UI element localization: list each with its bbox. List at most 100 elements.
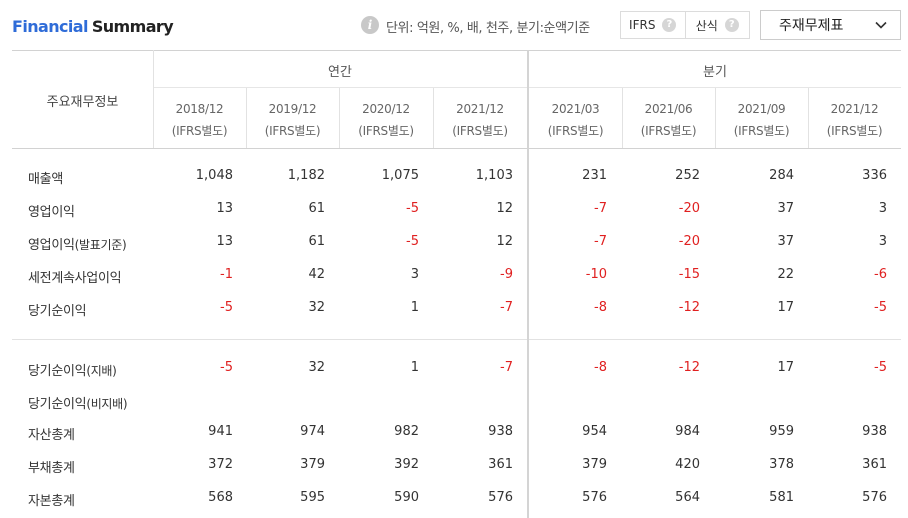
table-cell: -15	[678, 267, 700, 282]
row-label-main: 당기순이익	[28, 397, 87, 412]
period-header: 2021/09 (IFRS별도)	[715, 98, 808, 142]
table-cell: 568	[208, 490, 233, 505]
table-cell: -1	[220, 267, 233, 282]
table-cell: 336	[862, 168, 887, 183]
table-cell: 982	[394, 424, 419, 439]
table-cell: 17	[777, 360, 794, 375]
main-info-header: 주요재무정보	[46, 95, 119, 110]
table-cell: 420	[675, 457, 700, 472]
table-cell: 379	[300, 457, 325, 472]
table-cell: -5	[220, 360, 233, 375]
period-header: 2021/03 (IFRS별도)	[529, 98, 622, 142]
row-label: 자본총계	[28, 490, 75, 509]
period-basis: (IFRS별도)	[826, 124, 883, 138]
table-cell: 284	[769, 168, 794, 183]
statement-type-select[interactable]: 주재무제표	[760, 10, 901, 40]
annual-group-label: 연간	[328, 65, 352, 80]
table-cell: 576	[862, 490, 887, 505]
table-cell: 959	[769, 424, 794, 439]
quarter-group-label: 분기	[703, 65, 727, 80]
table-cell: 564	[675, 490, 700, 505]
table-top-border	[12, 50, 901, 51]
row-label-sub: (비지배)	[86, 397, 128, 411]
row-label-main: 당기순이익	[28, 304, 87, 319]
standard-toggle: IFRS ? 산식 ?	[620, 11, 750, 39]
table-cell: -8	[594, 300, 607, 315]
select-value: 주재무제표	[779, 18, 844, 34]
table-cell: 974	[300, 424, 325, 439]
period-date: 2021/03	[551, 102, 600, 116]
table-cell: 37	[777, 201, 794, 216]
period-column-divider	[808, 88, 809, 148]
table-cell: 42	[308, 267, 325, 282]
period-column-divider	[622, 88, 623, 148]
period-header: 2021/06 (IFRS별도)	[622, 98, 715, 142]
period-header: 2021/12 (IFRS별도)	[433, 98, 527, 142]
row-label: 영업이익	[28, 201, 75, 220]
table-cell: 361	[862, 457, 887, 472]
table-cell: -5	[874, 360, 887, 375]
table-cell: 361	[488, 457, 513, 472]
title-summary: Summary	[91, 17, 174, 36]
table-cell: 13	[216, 201, 233, 216]
table-cell: 3	[878, 201, 887, 216]
table-cell: -12	[678, 360, 700, 375]
period-column-divider	[433, 88, 434, 148]
title-financial: Financial	[12, 17, 88, 36]
period-basis: (IFRS별도)	[171, 124, 228, 138]
formula-option[interactable]: 산식 ?	[684, 12, 750, 38]
table-cell: -5	[220, 300, 233, 315]
question-mark-icon[interactable]: ?	[724, 18, 739, 32]
table-cell: -5	[406, 234, 419, 249]
table-cell: 1,048	[195, 168, 233, 183]
row-label: 영업이익(발표기준)	[28, 234, 127, 253]
row-label: 부채총계	[28, 457, 75, 476]
period-basis: (IFRS별도)	[640, 124, 697, 138]
table-cell: -7	[500, 360, 513, 375]
period-date: 2019/12	[268, 102, 317, 116]
table-cell: 372	[208, 457, 233, 472]
period-date: 2018/12	[175, 102, 224, 116]
ifrs-label: IFRS	[629, 18, 656, 32]
ifrs-option[interactable]: IFRS ?	[621, 12, 685, 38]
row-label: 세전계속사업이익	[28, 267, 122, 286]
table-cell: 581	[769, 490, 794, 505]
table-cell: 1	[410, 300, 419, 315]
period-basis: (IFRS별도)	[264, 124, 321, 138]
table-cell: 938	[488, 424, 513, 439]
table-cell: 576	[582, 490, 607, 505]
table-cell: 252	[675, 168, 700, 183]
table-cell: 595	[300, 490, 325, 505]
table-cell: -10	[585, 267, 607, 282]
period-basis: (IFRS별도)	[547, 124, 604, 138]
question-mark-icon[interactable]: ?	[662, 18, 677, 32]
row-label: 매출액	[28, 168, 63, 187]
table-cell: -5	[874, 300, 887, 315]
table-cell: 938	[862, 424, 887, 439]
table-cell: 12	[496, 201, 513, 216]
table-cell: -7	[594, 201, 607, 216]
table-cell: 32	[308, 360, 325, 375]
table-cell: -8	[594, 360, 607, 375]
period-date: 2021/12	[830, 102, 879, 116]
table-cell: 590	[394, 490, 419, 505]
info-icon[interactable]: i	[361, 16, 379, 34]
table-cell: -9	[500, 267, 513, 282]
table-cell: 17	[777, 300, 794, 315]
header-bottom-border	[12, 148, 901, 149]
period-basis: (IFRS별도)	[358, 124, 414, 138]
row-label: 자산총계	[28, 424, 75, 443]
table-cell: -7	[594, 234, 607, 249]
row-label: 당기순이익(지배)	[28, 360, 117, 379]
period-column-divider	[715, 88, 716, 148]
formula-label: 산식	[695, 18, 718, 33]
table-cell: -12	[678, 300, 700, 315]
row-label: 당기순이익(비지배)	[28, 393, 128, 412]
period-column-divider	[339, 88, 340, 148]
row-label-sub: (발표기준)	[74, 238, 127, 252]
table-cell: -6	[874, 267, 887, 282]
chevron-down-icon	[875, 21, 887, 29]
period-header: 2021/12 (IFRS별도)	[808, 98, 901, 142]
table-cell: 1,182	[287, 168, 325, 183]
period-date: 2020/12	[362, 102, 410, 116]
